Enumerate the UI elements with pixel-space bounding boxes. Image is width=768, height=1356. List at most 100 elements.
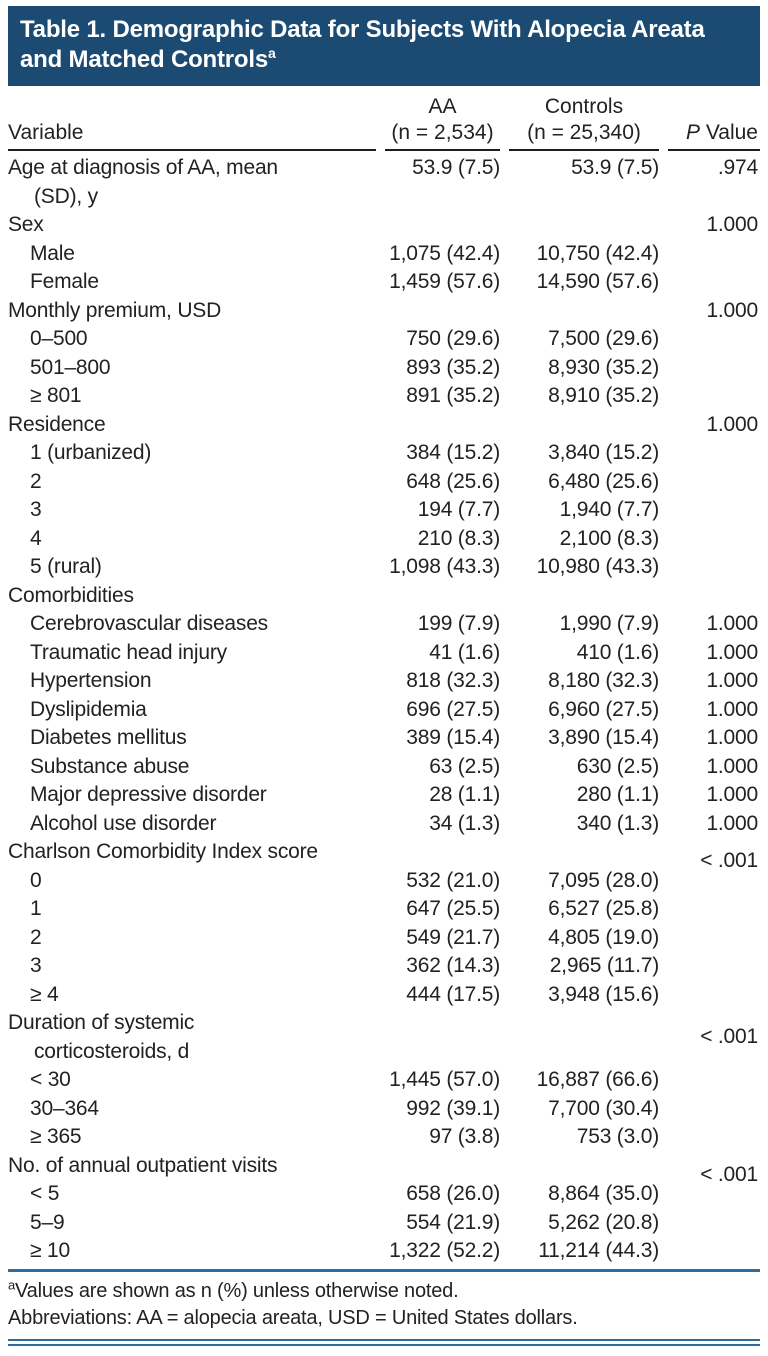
- pvalue-text: 1.000: [706, 669, 758, 692]
- controls-cell: 5,262 (20.8): [548, 1210, 659, 1234]
- controls-cell: 6,527 (25.8): [548, 897, 659, 920]
- aa-header-line2: (n = 2,534): [391, 121, 494, 144]
- table-row: < 5 658 (26.0) 8,864 (35.0): [8, 1180, 760, 1209]
- pvalue-text: 1.000: [706, 811, 758, 835]
- aa-cell: 658 (26.0): [406, 1182, 500, 1205]
- pvalue-cell: 1.000: [668, 411, 760, 440]
- variable-cell: 2: [8, 924, 376, 953]
- table-row: ≥ 801 891 (35.2) 8,910 (35.2): [8, 382, 760, 411]
- footnote-note-text: Values are shown as n (%) unless otherwi…: [15, 1279, 459, 1302]
- table-row: Dyslipidemia 696 (27.5) 6,960 (27.5) 1.000: [8, 696, 760, 725]
- pvalue-header-italic: P: [685, 121, 700, 144]
- pvalue-cell: [668, 981, 760, 1010]
- column-header-variable: Variable: [8, 90, 376, 151]
- pvalue-text: .974: [717, 156, 758, 179]
- variable-label: Cerebrovascular diseases: [30, 612, 268, 635]
- table-row: Male 1,075 (42.4) 10,750 (42.4): [8, 240, 760, 269]
- variable-label: Diabetes mellitus: [30, 726, 187, 749]
- pvalue-cell: 1.000: [668, 810, 760, 839]
- variable-cell: Sex: [8, 211, 376, 240]
- aa-cell: 532 (21.0): [406, 868, 500, 892]
- pvalue-cell: 1.000: [668, 211, 760, 240]
- table-row: ≥ 10 1,322 (52.2) 11,214 (44.3): [8, 1237, 760, 1266]
- variable-cell: Comorbidities: [8, 582, 376, 611]
- variable-label: Sex: [8, 213, 44, 236]
- table-row: Sex 1.000: [8, 211, 760, 240]
- variable-label: 501–800: [30, 355, 111, 379]
- variable-cell: Cerebrovascular diseases: [8, 610, 376, 639]
- variable-label: 1: [30, 897, 42, 920]
- aa-cell: 696 (27.5): [406, 697, 500, 721]
- pvalue-text: 1.000: [706, 612, 758, 635]
- variable-label: ≥ 365: [30, 1125, 82, 1148]
- table-row: Age at diagnosis of AA, mean (SD), y 53.9 …: [8, 151, 760, 211]
- aa-cell: 648 (25.6): [406, 469, 500, 493]
- controls-cell: [509, 838, 659, 867]
- pvalue-cell: < .001: [668, 1152, 760, 1186]
- aa-cell: 891 (35.2): [406, 384, 500, 407]
- table-row: Charlson Comorbidity Index score < .001: [8, 838, 760, 872]
- variable-cell: Charlson Comorbidity Index score: [8, 838, 376, 867]
- aa-cell: 1,459 (57.6): [389, 270, 500, 293]
- variable-label: 5 (rural): [30, 555, 102, 578]
- controls-cell: 14,590 (57.6): [536, 270, 660, 293]
- pvalue-cell: [668, 895, 760, 924]
- pvalue-text: 1.000: [706, 754, 758, 778]
- controls-cell: 410 (1.6): [576, 640, 659, 664]
- pvalue-text: 1.000: [706, 640, 758, 664]
- pvalue-cell: [668, 1209, 760, 1238]
- aa-cell: 199 (7.9): [417, 612, 500, 635]
- variable-label: < 30: [30, 1068, 71, 1091]
- variable-label: 2: [30, 469, 42, 493]
- variable-cell: Female: [8, 268, 376, 297]
- aa-cell: 97 (3.8): [429, 1125, 500, 1148]
- variable-cell: Male: [8, 240, 376, 269]
- variable-label: Residence: [8, 412, 106, 436]
- controls-cell: 1,940 (7.7): [559, 498, 660, 521]
- controls-cell: 2,965 (11.7): [549, 954, 659, 977]
- variable-label: Monthly premium, USD: [8, 298, 222, 322]
- header-row: Variable AA (n = 2,534) Controls (n = 25…: [8, 90, 760, 151]
- pvalue-cell: [668, 439, 760, 468]
- pvalue-cell: [668, 268, 760, 297]
- variable-label: Substance abuse: [30, 754, 190, 778]
- table-row: 501–800 893 (35.2) 8,930 (35.2): [8, 354, 760, 383]
- aa-cell: [385, 582, 500, 611]
- variable-cell: Age at diagnosis of AA, mean (SD), y: [8, 151, 376, 211]
- aa-cell: 41 (1.6): [429, 640, 500, 664]
- pvalue-text: < .001: [700, 1162, 758, 1186]
- pvalue-text: < .001: [700, 1025, 758, 1049]
- table-row: 30–364 992 (39.1) 7,700 (30.4): [8, 1095, 760, 1124]
- pvalue-cell: < .001: [668, 1009, 760, 1066]
- aa-cell: 389 (15.4): [406, 726, 500, 749]
- pvalue-cell: [668, 325, 760, 354]
- controls-cell: 3,890 (15.4): [548, 726, 659, 749]
- variable-cell: 501–800: [8, 354, 376, 383]
- pvalue-cell: [668, 468, 760, 497]
- variable-label: Major depressive disorder: [30, 783, 267, 806]
- table-row: 2 549 (21.7) 4,805 (19.0): [8, 924, 760, 953]
- variable-label: 0–500: [30, 327, 88, 350]
- table-row: 5–9 554 (21.9) 5,262 (20.8): [8, 1209, 760, 1238]
- aa-cell: 444 (17.5): [406, 982, 500, 1006]
- variable-label: Traumatic head injury: [30, 640, 227, 664]
- variable-cell: Monthly premium, USD: [8, 297, 376, 326]
- table-row: Major depressive disorder 28 (1.1) 280 (1.…: [8, 781, 760, 810]
- variable-label: 2: [30, 925, 42, 949]
- pvalue-cell: 1.000: [668, 297, 760, 326]
- aa-cell: 210 (8.3): [417, 526, 500, 550]
- variable-label: Dyslipidemia: [30, 697, 147, 721]
- controls-cell: 16,887 (66.6): [536, 1068, 660, 1091]
- variable-cell: Diabetes mellitus: [8, 724, 376, 753]
- table-row: 4 210 (8.3) 2,100 (8.3): [8, 525, 760, 554]
- table-row: 3 194 (7.7) 1,940 (7.7): [8, 496, 760, 525]
- aa-cell: 893 (35.2): [406, 355, 500, 379]
- aa-cell: 28 (1.1): [429, 783, 500, 806]
- controls-cell: 53.9 (7.5): [571, 156, 659, 179]
- pvalue-text: 1.000: [706, 298, 758, 322]
- variable-header-label: Variable: [8, 121, 84, 144]
- table-row: 2 648 (25.6) 6,480 (25.6): [8, 468, 760, 497]
- controls-cell: [509, 1009, 659, 1066]
- controls-cell: 753 (3.0): [576, 1125, 659, 1148]
- controls-cell: 2,100 (8.3): [559, 526, 660, 550]
